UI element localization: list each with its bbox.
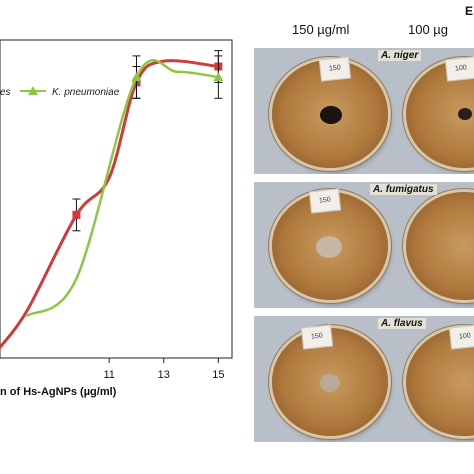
plate-row-a-fumigatus: 150 A. fumigatus <box>254 182 474 308</box>
fungal-colony <box>316 236 342 258</box>
plate-row-a-niger: 150 100 A. niger <box>254 48 474 174</box>
concentration-label-150: 150 µg/ml <box>292 22 350 37</box>
line-chart: es K. pneumoniae 11 13 15 n of Hs-AgNPs (µ… <box>0 39 233 398</box>
panel-letter: E <box>465 4 474 18</box>
x-tick-layer: 11 13 15 <box>103 358 224 381</box>
plot-area <box>0 39 233 359</box>
organism-label: A. flavus <box>378 318 426 329</box>
legend: es K. pneumoniae <box>0 86 120 98</box>
plate-photo-panel: E 150 µg/ml 100 µg 150 100 A. niger 150 … <box>240 0 474 474</box>
line-chart-panel: es K. pneumoniae 11 13 15 n of Hs-AgNPs (µ… <box>0 39 233 398</box>
organism-label: A. fumigatus <box>370 184 437 195</box>
series-line <box>26 59 220 317</box>
plate-sticker: 150 <box>308 188 342 214</box>
data-point <box>72 210 81 219</box>
fungal-colony <box>320 374 340 392</box>
x-tick-label: 11 <box>103 369 114 381</box>
fungal-colony <box>320 106 342 124</box>
petri-plate <box>406 192 474 300</box>
concentration-label-100: 100 µg <box>408 22 449 37</box>
legend-marker <box>28 86 38 95</box>
series-line <box>0 59 220 349</box>
data-point <box>213 72 224 82</box>
data-point <box>131 72 142 82</box>
plate-sticker: 150 <box>318 56 352 82</box>
plate-sticker: 150 <box>300 324 334 350</box>
fungal-colony <box>458 108 472 120</box>
organism-label: A. niger <box>378 50 422 61</box>
legend-partial-label: es <box>0 87 11 98</box>
legend-label: K. pneumoniae <box>52 87 120 98</box>
plate-sticker: 100 <box>448 324 474 350</box>
x-tick-label: 13 <box>158 369 170 381</box>
plate-row-a-flavus: 150 100 A. flavus <box>254 316 474 442</box>
x-axis-label: n of Hs-AgNPs (µg/ml) <box>0 386 117 398</box>
series-layer <box>0 50 224 349</box>
x-tick-label: 15 <box>212 369 224 381</box>
plate-sticker: 100 <box>444 56 474 82</box>
